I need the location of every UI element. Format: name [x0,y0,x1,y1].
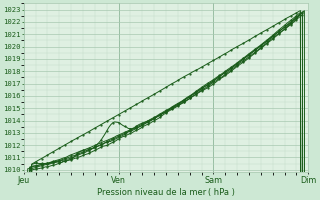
X-axis label: Pression niveau de la mer ( hPa ): Pression niveau de la mer ( hPa ) [97,188,235,197]
